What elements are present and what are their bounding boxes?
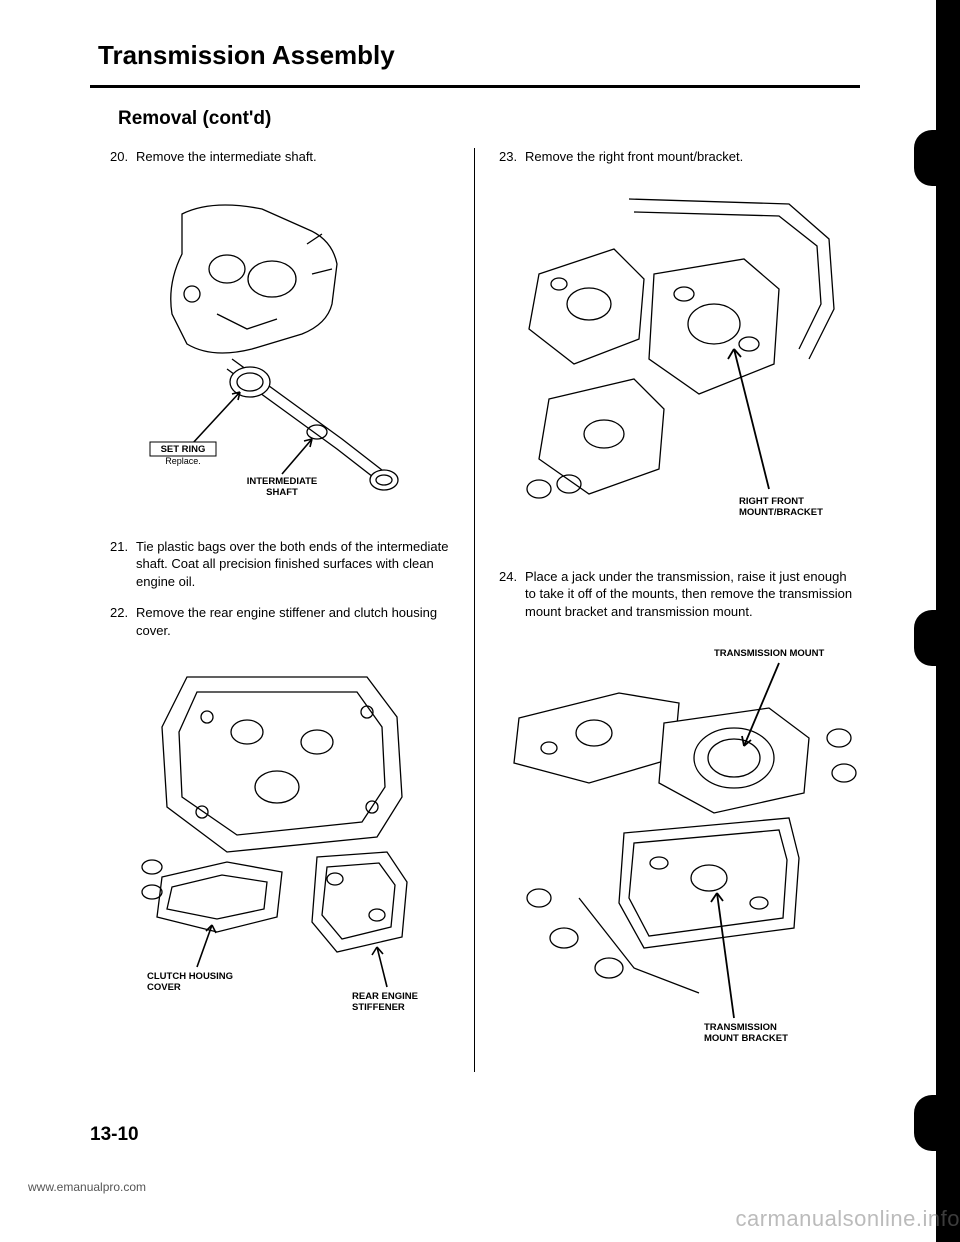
- step-text: Remove the rear engine stiffener and clu…: [136, 604, 454, 639]
- figure-right-front-mount: RIGHT FRONT MOUNT/BRACKET: [499, 184, 869, 544]
- page-title: Transmission Assembly: [98, 40, 860, 71]
- fig2-label-stiffener: STIFFENER: [352, 1002, 405, 1013]
- figure-transmission-mount: TRANSMISSION MOUNT TRANSMISSION MOUNT BR…: [499, 638, 869, 1048]
- fig4-label-transmission-mount: TRANSMISSION MOUNT: [714, 648, 825, 659]
- step-23: 23. Remove the right front mount/bracket…: [499, 148, 856, 166]
- fig2-label-rear-engine: REAR ENGINE: [352, 991, 418, 1002]
- fig1-label-intermediate: INTERMEDIATE: [247, 476, 318, 487]
- page-number: 13-10: [90, 1124, 139, 1146]
- fig4-label-mount-bracket: MOUNT BRACKET: [704, 1033, 788, 1044]
- figure-intermediate-shaft: SET RING Replace. INTERMEDIATE SHAFT: [132, 184, 432, 514]
- watermark-site: carmanualsonline.info: [735, 1206, 960, 1232]
- content-columns: 20. Remove the intermediate shaft.: [90, 148, 860, 1072]
- fig1-label-set-ring: SET RING: [161, 444, 206, 455]
- watermark-source: www.emanualpro.com: [28, 1180, 146, 1194]
- step-20: 20. Remove the intermediate shaft.: [110, 148, 454, 166]
- step-22: 22. Remove the rear engine stiffener and…: [110, 604, 454, 639]
- step-text: Remove the intermediate shaft.: [136, 148, 454, 166]
- step-text: Remove the right front mount/bracket.: [525, 148, 856, 166]
- fig2-label-clutch-housing: CLUTCH HOUSING: [147, 971, 233, 982]
- fig4-label-transmission: TRANSMISSION: [704, 1022, 777, 1033]
- step-number: 22.: [110, 604, 136, 639]
- step-text: Place a jack under the transmission, rai…: [525, 568, 856, 621]
- fig3-label-mount-bracket: MOUNT/BRACKET: [739, 507, 823, 518]
- step-21: 21. Tie plastic bags over the both ends …: [110, 538, 454, 591]
- fig1-label-shaft: SHAFT: [266, 487, 298, 498]
- fig2-label-cover: COVER: [147, 982, 181, 993]
- step-text: Tie plastic bags over the both ends of t…: [136, 538, 454, 591]
- fig1-label-replace: Replace.: [165, 456, 201, 466]
- title-rule: [90, 85, 860, 88]
- step-number: 21.: [110, 538, 136, 591]
- fig3-label-right-front: RIGHT FRONT: [739, 496, 804, 507]
- step-number: 20.: [110, 148, 136, 166]
- manual-page: Transmission Assembly Removal (cont'd) 2…: [0, 0, 930, 1200]
- figure-clutch-housing-cover: CLUTCH HOUSING COVER REAR ENGINE STIFFEN…: [117, 657, 447, 1017]
- right-column: 23. Remove the right front mount/bracket…: [475, 148, 860, 1072]
- section-subtitle: Removal (cont'd): [118, 108, 860, 130]
- step-number: 23.: [499, 148, 525, 166]
- step-24: 24. Place a jack under the transmission,…: [499, 568, 856, 621]
- left-column: 20. Remove the intermediate shaft.: [90, 148, 475, 1072]
- step-number: 24.: [499, 568, 525, 621]
